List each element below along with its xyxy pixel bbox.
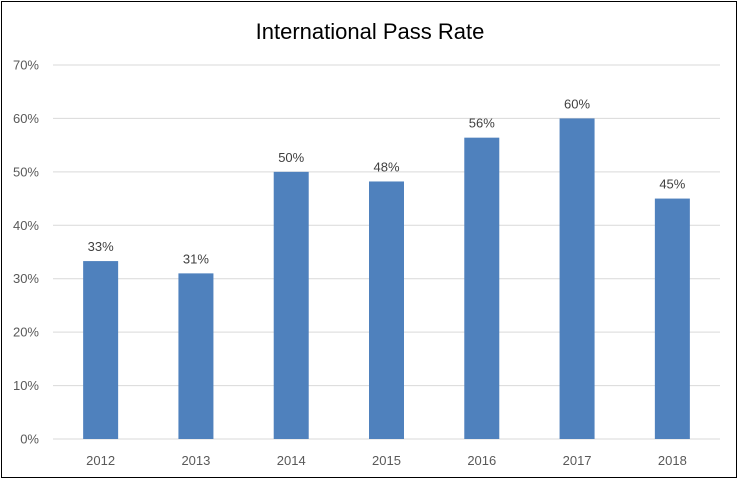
bar <box>273 171 309 439</box>
bar <box>369 181 404 439</box>
data-label: 48% <box>373 159 399 174</box>
bar <box>83 261 119 439</box>
y-tick-label: 70% <box>13 58 39 73</box>
chart-title: International Pass Rate <box>256 19 485 44</box>
x-tick-label: 2013 <box>181 453 210 468</box>
data-label: 50% <box>278 150 304 165</box>
x-tick-label: 2016 <box>467 453 496 468</box>
bars <box>83 118 690 440</box>
bar <box>178 273 214 439</box>
y-tick-label: 60% <box>13 111 39 126</box>
data-label: 31% <box>183 251 209 266</box>
bar <box>559 118 595 439</box>
data-label: 33% <box>88 239 114 254</box>
x-axis-labels: 2012 2013 2014 2015 2016 2017 2018 <box>86 453 687 468</box>
x-tick-label: 2012 <box>86 453 115 468</box>
x-tick-label: 2018 <box>658 453 687 468</box>
y-axis-labels: 0% 10% 20% 30% 40% 50% 60% 70% <box>13 58 39 447</box>
data-label: 60% <box>564 96 590 111</box>
data-label: 56% <box>469 116 495 131</box>
x-tick-label: 2017 <box>563 453 592 468</box>
bar <box>654 198 690 439</box>
y-tick-label: 30% <box>13 271 39 286</box>
y-tick-label: 10% <box>13 378 39 393</box>
bar <box>464 137 500 440</box>
y-tick-label: 0% <box>20 432 39 447</box>
y-tick-label: 40% <box>13 218 39 233</box>
y-tick-label: 20% <box>13 325 39 340</box>
data-labels: 33% 31% 50% 48% 56% 60% 45% <box>88 96 686 266</box>
y-tick-label: 50% <box>13 164 39 179</box>
x-tick-label: 2015 <box>372 453 401 468</box>
data-label: 45% <box>659 177 685 192</box>
x-tick-label: 2014 <box>277 453 306 468</box>
